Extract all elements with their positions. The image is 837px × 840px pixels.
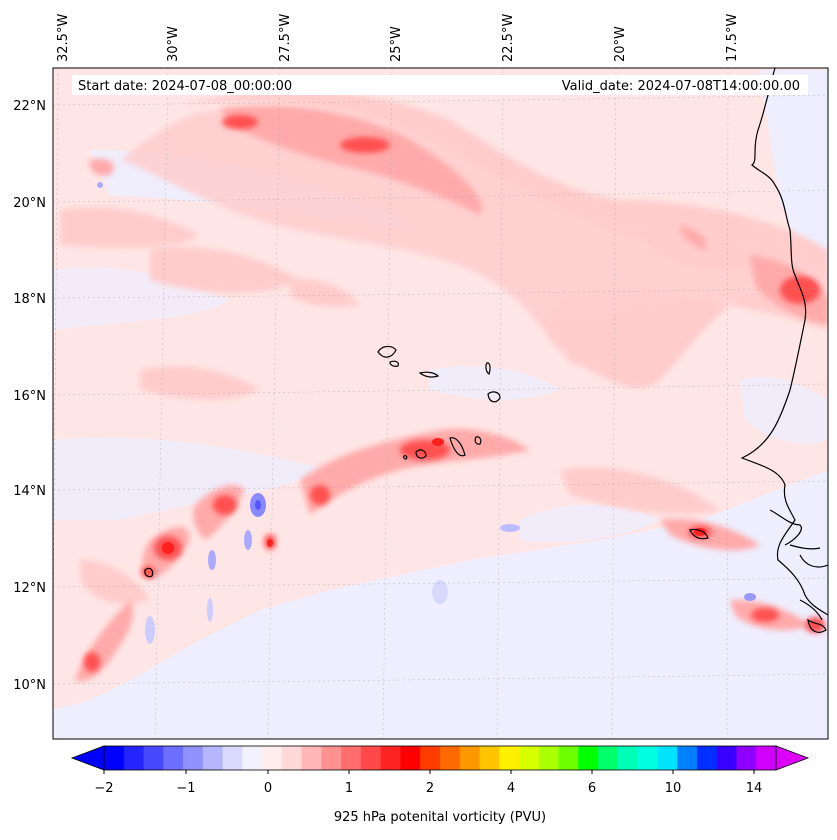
colorbar-cell: [301, 746, 322, 770]
africa-coast: [740, 68, 828, 616]
cbar-tick-label: 6: [588, 781, 596, 796]
colorbar-outline: [103, 745, 777, 771]
west-islet: [144, 567, 154, 578]
colorbar-cell: [202, 746, 224, 770]
colorbar-cell: [756, 746, 777, 770]
colorbar-cell: [104, 746, 125, 770]
gridlines: [53, 68, 828, 739]
colorbar-cell: [479, 746, 500, 770]
colorbar-ticks: −2 −1 0 1 2 4 6 10 14: [94, 770, 762, 796]
colorbar-cells: [104, 746, 777, 770]
colorbar-cell: [499, 746, 520, 770]
coastlines: [144, 68, 828, 633]
colorbar-cell: [538, 746, 560, 770]
colorbar-cell: [400, 746, 421, 770]
colorbar-cell: [617, 746, 639, 770]
cv-sal: [485, 362, 491, 375]
pv-red-cores: [84, 115, 825, 672]
cv-sao-vicente: [389, 360, 400, 367]
colorbar-cell: [558, 746, 579, 770]
pv-blue-spots: [97, 182, 756, 644]
lon-label: 27.5°W: [278, 14, 293, 62]
negative-pv-regions: [53, 70, 828, 739]
colorbar-cell: [321, 746, 342, 770]
cbar-tick-label: 0: [264, 781, 272, 796]
colorbar-cell: [360, 746, 382, 770]
lat-label: 12°N: [13, 581, 46, 596]
senegal-inlet: [769, 509, 802, 546]
colorbar-cell: [736, 746, 757, 770]
lon-label: 20°W: [613, 26, 628, 62]
guinea-bissau-coast: [799, 599, 823, 621]
cv-boa-vista: [487, 391, 501, 403]
lon-label: 17.5°W: [725, 14, 740, 62]
cv-sao-nicolau: [418, 371, 440, 378]
cbar-tick-label: −2: [94, 781, 113, 796]
colorbar-cell: [578, 746, 599, 770]
header-strip: [72, 75, 808, 95]
cbar-tick-label: 10: [665, 781, 682, 796]
lon-label: 30°W: [166, 26, 181, 62]
cbar-tick-label: −1: [176, 781, 195, 796]
cbar-tick-label: 14: [746, 781, 763, 796]
colorbar-cell: [459, 746, 481, 770]
colorbar-cell: [657, 746, 678, 770]
colorbar-cell: [420, 746, 441, 770]
colorbar-cell: [341, 746, 362, 770]
map-frame: [52, 67, 829, 740]
colorbar-cell: [677, 746, 698, 770]
cv-fogo: [415, 449, 427, 459]
cv-santiago: [449, 437, 466, 457]
colorbar-cell: [519, 746, 540, 770]
cbar-tick-label: 4: [507, 781, 515, 796]
colorbar-cell: [143, 746, 164, 770]
cv-maio: [474, 436, 482, 445]
lat-label: 20°N: [13, 196, 46, 211]
colorbar-cell: [163, 746, 184, 770]
colorbar-cell: [440, 746, 461, 770]
pv-pink-bands: [60, 90, 828, 604]
lon-label: 25°W: [389, 26, 404, 62]
bijagos: [689, 528, 709, 540]
colorbar-max-extension: [775, 745, 810, 771]
senegal-lower: [799, 554, 828, 568]
lat-label: 10°N: [13, 678, 46, 693]
latitude-labels: 22°N 20°N 18°N 16°N 14°N 12°N 10°N: [13, 99, 46, 693]
cbar-tick-label: 1: [345, 781, 353, 796]
colorbar-cell: [716, 746, 737, 770]
lon-label: 22.5°W: [501, 14, 516, 62]
colorbar-cell: [380, 746, 401, 770]
colorbar: −2 −1 0 1 2 4 6 10 14 925 hPa potenital …: [70, 745, 810, 825]
colorbar-cell: [598, 746, 619, 770]
colorbar-label: 925 hPa potenital vorticity (PVU): [334, 810, 546, 825]
colorbar-cell: [183, 746, 204, 770]
map-area[interactable]: [52, 68, 828, 739]
guinea-islands: [807, 618, 827, 633]
lat-label: 16°N: [13, 389, 46, 404]
cbar-tick-label: 2: [426, 781, 434, 796]
start-date-label: Start date: 2024-07-08_00:00:00: [78, 79, 292, 94]
lat-label: 18°N: [13, 292, 46, 307]
colorbar-cell: [696, 746, 718, 770]
lon-label: 32.5°W: [56, 14, 71, 62]
colorbar-cell: [242, 746, 263, 770]
colorbar-cell: [262, 746, 283, 770]
colorbar-cell: [637, 746, 658, 770]
cv-brava: [403, 455, 408, 460]
colorbar-cell: [281, 746, 303, 770]
longitude-labels: 32.5°W 30°W 27.5°W 25°W 22.5°W 20°W 17.5…: [56, 14, 740, 62]
cv-santo-antao: [377, 345, 397, 358]
colorbar-min-extension: [70, 745, 105, 771]
colorbar-cell: [123, 746, 145, 770]
valid-date-label: Valid_date: 2024-07-08T14:00:00.00: [562, 79, 800, 94]
colorbar-cell: [222, 746, 243, 770]
lat-label: 22°N: [13, 99, 46, 114]
lat-label: 14°N: [13, 484, 46, 499]
gambia-coast: [789, 544, 821, 550]
